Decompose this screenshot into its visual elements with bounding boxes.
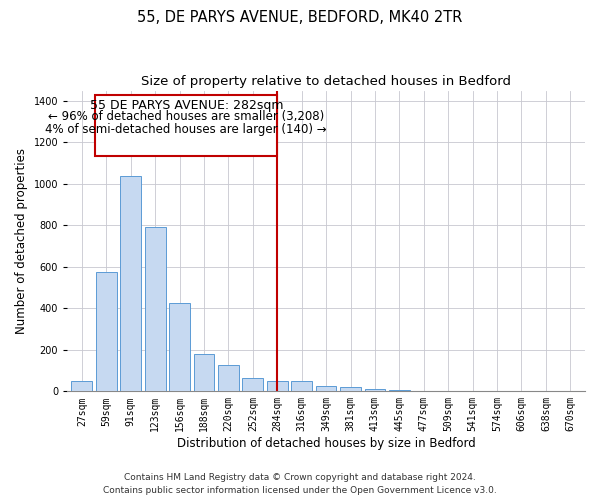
Bar (71, 381, 92, 392)
Text: 55 DE PARYS AVENUE: 282sqm: 55 DE PARYS AVENUE: 282sqm (89, 99, 283, 112)
X-axis label: Distribution of detached houses by size in Bedford: Distribution of detached houses by size … (177, 437, 475, 450)
Text: ← 96% of detached houses are smaller (3,208): ← 96% of detached houses are smaller (3,… (48, 110, 325, 124)
Bar (413, 390, 434, 392)
Bar (145, 228, 166, 392)
Bar (267, 381, 287, 392)
Y-axis label: Number of detached properties: Number of detached properties (15, 148, 28, 334)
Bar (194, 354, 214, 392)
Title: Size of property relative to detached houses in Bedford: Size of property relative to detached ho… (141, 75, 511, 88)
Bar (389, 390, 410, 392)
Bar (169, 303, 190, 392)
Text: 55, DE PARYS AVENUE, BEDFORD, MK40 2TR: 55, DE PARYS AVENUE, BEDFORD, MK40 2TR (137, 10, 463, 25)
Bar (340, 387, 361, 392)
Bar (95, 94, 277, 156)
Text: 4% of semi-detached houses are larger (140) →: 4% of semi-detached houses are larger (1… (46, 122, 327, 136)
Bar (365, 390, 385, 392)
Text: Contains HM Land Registry data © Crown copyright and database right 2024.
Contai: Contains HM Land Registry data © Crown c… (103, 474, 497, 495)
Bar (291, 381, 312, 392)
Bar (316, 386, 337, 392)
Bar (242, 378, 263, 392)
Bar (96, 272, 116, 392)
Bar (218, 366, 239, 392)
Bar (121, 176, 141, 392)
